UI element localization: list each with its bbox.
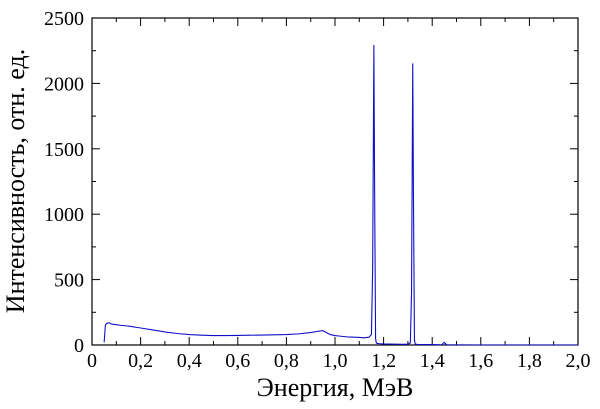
x-tick-label: 1,6 (468, 350, 493, 372)
x-tick-label: 1,4 (420, 350, 445, 372)
x-tick-label: 0 (87, 350, 97, 372)
y-tick-label: 1500 (44, 139, 84, 161)
y-tick-label: 0 (74, 335, 84, 357)
x-tick-label: 1,0 (323, 350, 348, 372)
x-tick-label: 0,4 (177, 350, 202, 372)
y-tick-label: 2500 (44, 8, 84, 30)
x-tick-label: 0,8 (274, 350, 299, 372)
y-axis: 0 500 1000 1500 2000 2500 (44, 8, 578, 357)
y-tick-label: 1000 (44, 204, 84, 226)
plot-frame (91, 17, 579, 346)
y-tick-label: 2000 (44, 73, 84, 95)
x-tick-label: 0,6 (225, 350, 250, 372)
spectrum-line (103, 44, 578, 346)
x-tick-label: 1,2 (371, 350, 396, 372)
x-axis: 0 0,2 0,4 0,6 0,8 1,0 1,2 1,4 1,6 1,8 2,0 (87, 18, 591, 372)
x-tick-label: 0,2 (128, 350, 153, 372)
y-tick-label: 500 (54, 270, 84, 292)
x-tick-label: 2,0 (566, 350, 591, 372)
x-axis-title: Энергия, МэВ (257, 373, 414, 402)
x-tick-label: 1,8 (517, 350, 542, 372)
y-axis-title: Интенсивность, отн. ед. (1, 49, 30, 313)
